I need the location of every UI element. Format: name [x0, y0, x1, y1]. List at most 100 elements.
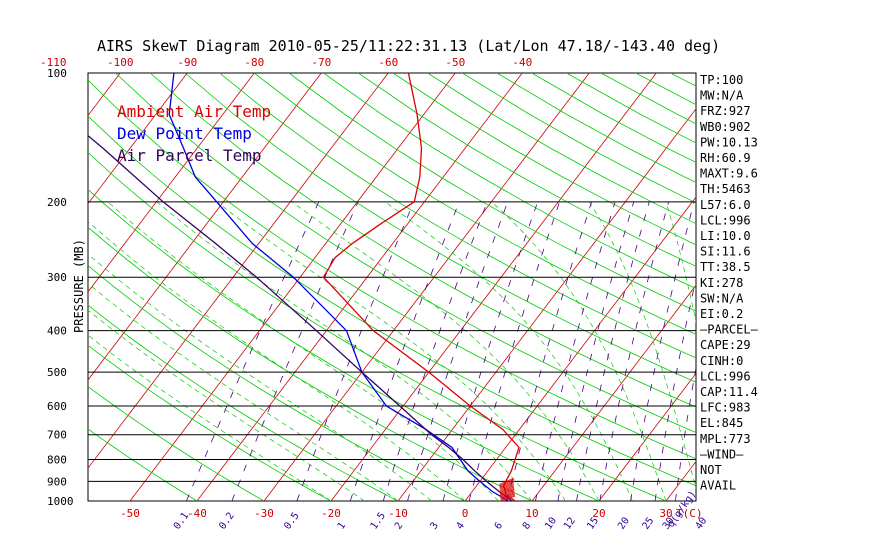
- isotherm-line: [330, 73, 657, 501]
- stat-item: AVAIL: [700, 479, 736, 493]
- isotherm-line: [793, 53, 870, 510]
- dry-adiabat-line: [88, 265, 466, 501]
- moist-adiabat-line: [88, 253, 432, 501]
- isotherm-line: [88, 73, 255, 293]
- cape-hatch-line: [500, 490, 515, 497]
- ambient-temp-line: [322, 73, 520, 501]
- cape-hatch-line: [499, 486, 515, 494]
- stat-item: L57:6.0: [700, 198, 751, 212]
- mixing-ratio-tick-label: 2: [393, 520, 405, 531]
- dry-adiabat-line: [88, 428, 198, 501]
- isotherm-line: [196, 73, 523, 501]
- dry-adiabat-line: [288, 73, 696, 312]
- cape-hatch-line: [499, 482, 514, 490]
- dry-adiabat-line: [88, 115, 696, 487]
- isotherm-line: [531, 284, 696, 501]
- legend-entry: Dew Point Temp: [117, 124, 252, 143]
- cape-hatch-line: [500, 488, 515, 496]
- isotherm-line: [88, 73, 121, 117]
- pressure-tick-label: 1000: [47, 495, 74, 508]
- mixing-ratio-tick-label: 1: [336, 520, 348, 531]
- mixing-ratio-tick-label: 12: [562, 516, 578, 532]
- dry-adiabat-line: [115, 73, 696, 434]
- bottom-temp-tick-label: -50: [120, 507, 140, 520]
- bottom-temp-tick-label: 30: [659, 507, 672, 520]
- cape-hatch-line: [499, 479, 514, 487]
- dry-adiabat-line: [88, 344, 332, 501]
- stat-item: LCL:996: [700, 213, 751, 227]
- mixing-ratio-tick-label: 0.5: [282, 511, 301, 532]
- cape-hatch-line: [500, 494, 516, 501]
- cape-hatch-line: [499, 478, 514, 485]
- pressure-tick-label: 500: [47, 366, 67, 379]
- pressure-tick-label: 400: [47, 325, 67, 338]
- mixing-ratio-line: [576, 201, 650, 501]
- dry-adiabat-line: [88, 151, 667, 501]
- dry-adiabat-line: [358, 73, 696, 267]
- cape-hatch-line: [500, 493, 515, 501]
- stat-item: NOT: [700, 463, 722, 477]
- chart-title: AIRS SkewT Diagram 2010-05-25/11:22:31.1…: [97, 37, 720, 55]
- mixing-ratio-tick-label: 1.5: [369, 511, 388, 532]
- dry-adiabat-line: [219, 73, 696, 359]
- mixing-ratio-tick-label: 4: [455, 520, 467, 531]
- stat-item: –WIND–: [700, 447, 744, 461]
- y-axis-label: PRESSURE (MB): [72, 239, 86, 333]
- cape-hatch-line: [499, 480, 514, 488]
- legend-entry: Ambient Air Temp: [117, 102, 271, 121]
- stat-item: LFC:983: [700, 401, 751, 415]
- pressure-tick-label: 100: [47, 67, 67, 80]
- isotherm-line: [88, 73, 389, 469]
- stat-item: TT:38.5: [700, 260, 751, 274]
- stat-item: TH:5463: [700, 182, 751, 196]
- top-temp-tick-label: -110: [40, 56, 67, 69]
- dry-adiabat-line: [88, 79, 696, 460]
- mixing-ratio-tick-label: 25: [641, 516, 657, 532]
- isotherm-line: [598, 372, 696, 501]
- stat-item: LCL:996: [700, 369, 751, 383]
- mixing-ratio-tick-label: 3: [428, 520, 440, 531]
- stat-item: PW:10.13: [700, 135, 758, 149]
- moist-adiabat-line: [156, 201, 533, 501]
- stat-item: TP:100: [700, 73, 743, 87]
- top-temp-tick-label: -70: [311, 56, 331, 69]
- mixing-ratio-line: [630, 201, 695, 501]
- isotherm-line: [397, 108, 696, 501]
- parcel-temp-line: [88, 134, 513, 501]
- moist-adiabat-line: [589, 201, 696, 490]
- stat-item: –PARCEL–: [700, 323, 759, 337]
- stat-item: CAP:11.4: [700, 385, 758, 399]
- mixing-ratio-tick-label: 6: [493, 520, 505, 531]
- dry-adiabat-line: [496, 73, 696, 183]
- cape-hatch-line: [499, 481, 514, 489]
- stat-item: RH:60.9: [700, 151, 751, 165]
- mixing-ratio-line: [468, 201, 560, 501]
- moist-adiabat-line: [88, 220, 466, 501]
- cape-hatch-line: [502, 495, 516, 501]
- cape-hatch: [499, 478, 516, 501]
- stat-item: MPL:773: [700, 432, 751, 446]
- cape-hatch-line: [499, 487, 515, 495]
- isotherm-line: [263, 73, 590, 501]
- dry-adiabat-line: [149, 73, 696, 408]
- pressure-tick-label: 300: [47, 271, 67, 284]
- moist-adiabat-line: [665, 201, 696, 324]
- stat-item: CAPE:29: [700, 338, 751, 352]
- stat-item: MW:N/A: [700, 89, 744, 103]
- mixing-ratio-line: [349, 201, 460, 501]
- pressure-tick-label: 200: [47, 196, 67, 209]
- isotherm-line: [464, 196, 696, 501]
- cape-hatch-line: [500, 492, 515, 500]
- moist-adiabat-line: [216, 201, 566, 501]
- profile-series: [88, 73, 520, 501]
- legend: Ambient Air Temp Dew Point Temp Air Parcel…: [117, 102, 271, 165]
- cape-hatch-line: [499, 484, 514, 491]
- top-temp-tick-label: -90: [177, 56, 197, 69]
- moist-adiabat-line: [88, 309, 365, 501]
- cape-hatch-line: [500, 491, 515, 498]
- stat-item: LI:10.0: [700, 229, 751, 243]
- cape-hatch-line: [499, 485, 515, 493]
- isotherm-line: [0, 53, 1, 510]
